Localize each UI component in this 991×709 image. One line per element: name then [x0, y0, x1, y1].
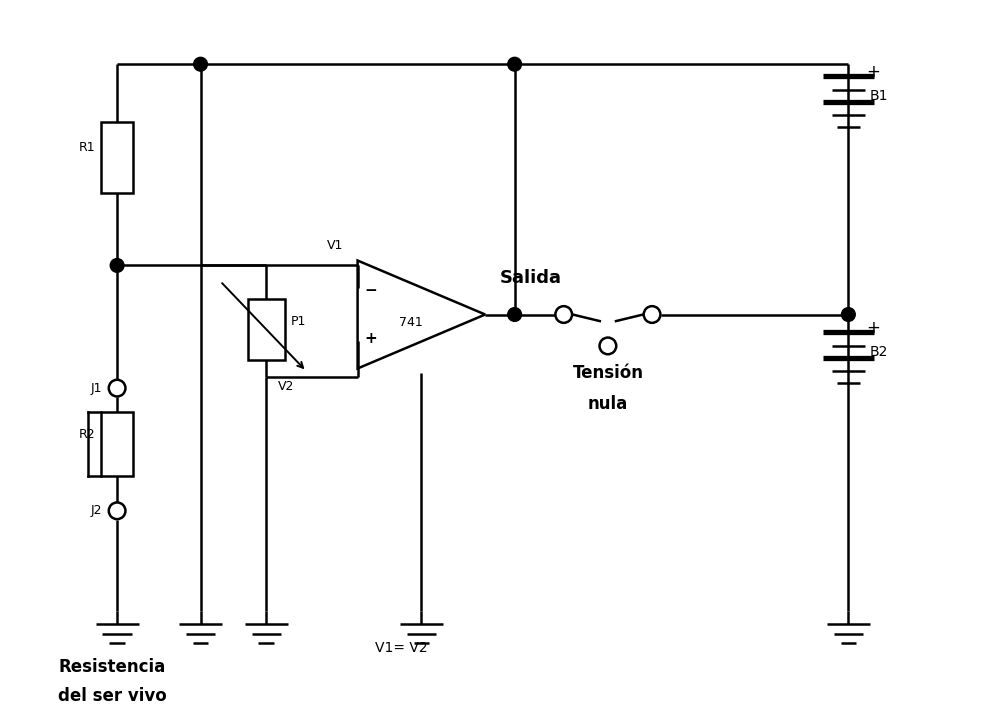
Text: +: +	[364, 331, 377, 346]
Circle shape	[109, 380, 126, 396]
Text: 741: 741	[399, 316, 423, 329]
Text: Salida: Salida	[499, 269, 562, 287]
Circle shape	[507, 308, 521, 321]
Text: R1: R1	[79, 141, 95, 154]
Text: Tensión: Tensión	[573, 364, 643, 381]
Text: J1: J1	[91, 381, 102, 395]
Text: B2: B2	[870, 345, 888, 359]
Circle shape	[841, 308, 855, 321]
Text: B1: B1	[870, 89, 889, 103]
Text: +: +	[866, 319, 880, 337]
Bar	[248, 298, 285, 359]
Text: P1: P1	[290, 315, 306, 328]
Circle shape	[555, 306, 572, 323]
Text: del ser vivo: del ser vivo	[58, 688, 166, 705]
Text: +: +	[866, 63, 880, 81]
Circle shape	[644, 306, 660, 323]
Circle shape	[109, 503, 126, 519]
Text: J2: J2	[91, 504, 102, 518]
Circle shape	[507, 57, 521, 71]
Text: V1: V1	[326, 239, 343, 252]
Text: −: −	[364, 284, 377, 298]
Circle shape	[110, 259, 124, 272]
Bar	[101, 412, 133, 476]
Circle shape	[600, 337, 616, 354]
Text: R2: R2	[79, 428, 95, 441]
Bar	[101, 122, 133, 193]
Circle shape	[193, 57, 207, 71]
Text: Resistencia: Resistencia	[58, 658, 165, 676]
Text: V2: V2	[278, 380, 294, 393]
Text: V1= V2: V1= V2	[376, 641, 428, 655]
Text: nula: nula	[588, 395, 628, 413]
